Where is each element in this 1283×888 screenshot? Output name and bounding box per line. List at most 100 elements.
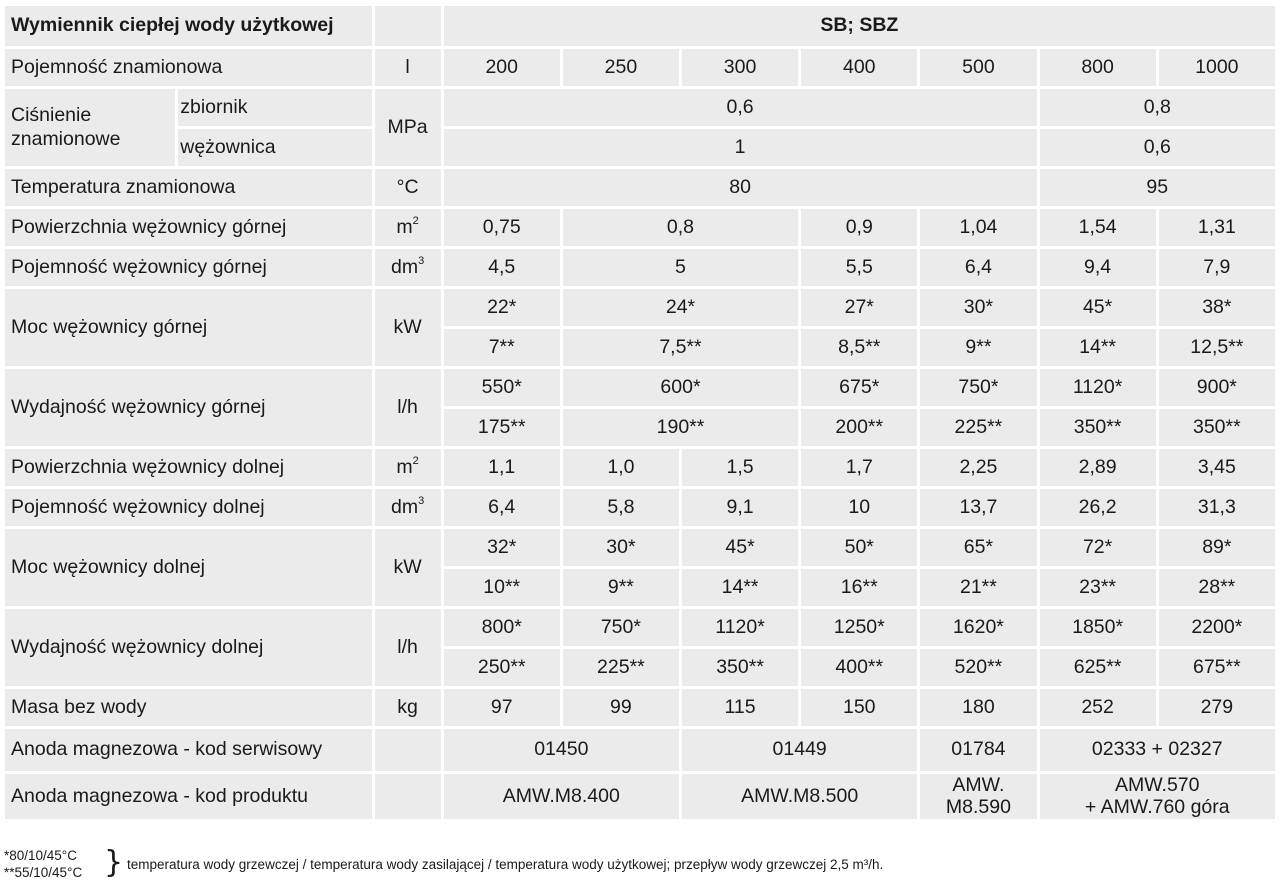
row-label: Pojemność wężownicy dolnej — [5, 489, 372, 526]
cell-value: 3,45 — [1158, 449, 1275, 486]
table-row: 10** 9** 14** 16** 21** 23** 28** — [5, 569, 1275, 606]
brace-icon: } — [104, 845, 124, 880]
row-unit: °C — [374, 169, 441, 206]
footnote-2: **55/10/45°C — [4, 865, 83, 880]
unit-base: dm — [390, 255, 419, 278]
cell-value: 200** — [801, 409, 918, 446]
cell-value: 180 — [920, 689, 1037, 726]
table-title: Wymiennik ciepłej wody użytkowej — [5, 6, 372, 46]
table-row: Powierzchnia wężownicy dolnej m2 1,1 1,0… — [5, 449, 1275, 486]
row-label: Ciśnienie znamionowe — [5, 89, 176, 166]
cell-line: AMW.570 — [1114, 774, 1200, 796]
cell-value: 6,4 — [443, 489, 560, 526]
cell-value: 600* — [562, 369, 799, 406]
cell-value: 27* — [801, 289, 918, 326]
cell-value: 50* — [801, 529, 918, 566]
row-unit: l — [374, 49, 441, 86]
unit-base: m — [396, 215, 413, 238]
table-row: 250** 225** 350** 400** 520** 625** 675*… — [5, 649, 1275, 686]
cell-value: 500 — [920, 49, 1037, 86]
cell-value: 97 — [443, 689, 560, 726]
cell-value: AMW.M8.400 — [443, 774, 679, 819]
cell-value: 190** — [562, 409, 799, 446]
unit-superscript: 3 — [418, 494, 425, 507]
cell-value: 80 — [443, 169, 1037, 206]
cell-value: 99 — [562, 689, 679, 726]
cell-value: 675** — [1158, 649, 1275, 686]
cell-value: 31,3 — [1158, 489, 1275, 526]
row-unit: kW — [374, 529, 441, 606]
cell-value: 2,89 — [1039, 449, 1156, 486]
cell-value: 400** — [801, 649, 918, 686]
cell-value: 01784 — [920, 729, 1037, 771]
cell-value: 72* — [1039, 529, 1156, 566]
table-row: Pojemność wężownicy dolnej dm3 6,4 5,8 9… — [5, 489, 1275, 526]
unit-base: m — [396, 455, 413, 478]
table-row: Moc wężownicy górnej kW 22* 24* 27* 30* … — [5, 289, 1275, 366]
cell-value: 9,4 — [1039, 249, 1156, 286]
cell-value: 1,04 — [920, 209, 1037, 246]
cell-line: + AMW.760 góra — [1084, 796, 1230, 819]
cell-value: 16** — [801, 569, 918, 606]
row-unit: m2 — [374, 449, 441, 486]
cell-value: 30* — [920, 289, 1037, 326]
cell-value: 625** — [1039, 649, 1156, 686]
footnotes: *80/10/45°C **55/10/45°C } temperatura w… — [4, 847, 1274, 885]
cell-value: 150 — [801, 689, 918, 726]
cell-value: 252 — [1039, 689, 1156, 726]
cell-value: 1,1 — [443, 449, 560, 486]
cell-value: 225** — [920, 409, 1037, 446]
cell-value: 9,1 — [681, 489, 799, 526]
cell-value: 1850* — [1039, 609, 1156, 646]
cell-value: 1120* — [1039, 369, 1156, 406]
cell-value: 300 — [681, 49, 799, 86]
cell-value: 7** — [443, 329, 560, 366]
cell-value: 750* — [562, 609, 679, 646]
cell-value: 350** — [1158, 409, 1275, 446]
cell-line: AMW. — [952, 774, 1005, 796]
cell-value: 9** — [562, 569, 679, 606]
cell-value: 0,6 — [443, 89, 1037, 126]
cell-value: 675* — [801, 369, 918, 406]
cell-value: 279 — [1158, 689, 1275, 726]
cell-value: 1620* — [920, 609, 1037, 646]
row-label: Anoda magnezowa - kod produktu — [5, 774, 372, 819]
cell-value: 800* — [443, 609, 560, 646]
table-row: Moc wężownicy dolnej kW 32* 30* 45* 50* … — [5, 529, 1275, 606]
row-label: Pojemność znamionowa — [5, 49, 372, 86]
cell-line: M8.590 — [945, 796, 1011, 819]
cell-value: 8,5** — [801, 329, 918, 366]
table-row: Pojemność znamionowa l 200 250 300 400 5… — [5, 49, 1275, 86]
row-label: Moc wężownicy górnej — [5, 289, 372, 366]
cell-value: 32* — [443, 529, 560, 566]
cell-value: 1000 — [1158, 49, 1275, 86]
cell-value: 10 — [801, 489, 918, 526]
table-row: Wydajność wężownicy górnej l/h 550* 600*… — [5, 369, 1275, 446]
cell-value: AMW.M8.500 — [681, 774, 918, 819]
cell-value: 4,5 — [443, 249, 560, 286]
row-label: Wydajność wężownicy górnej — [5, 369, 372, 446]
unit-superscript: 3 — [418, 254, 425, 267]
row-unit: m2 — [374, 209, 441, 246]
cell-value: 5,5 — [801, 249, 918, 286]
cell-value: 0,8 — [562, 209, 799, 246]
cell-value: 5 — [562, 249, 799, 286]
sub-label: zbiornik — [178, 89, 372, 126]
row-label: Temperatura znamionowa — [5, 169, 372, 206]
cell-value: 200 — [443, 49, 560, 86]
cell-value: 6,4 — [920, 249, 1037, 286]
cell-value: 95 — [1039, 169, 1275, 206]
cell-value: 01449 — [681, 729, 918, 771]
row-label: Pojemność wężownicy górnej — [5, 249, 372, 286]
cell-value: 250 — [562, 49, 679, 86]
footnote-1: *80/10/45°C — [4, 848, 77, 863]
row-unit: dm3 — [374, 249, 441, 286]
table-row: Wydajność wężownicy dolnej l/h 800* 750*… — [5, 609, 1275, 686]
cell-value: 38* — [1158, 289, 1275, 326]
cell-value: 0,8 — [1039, 89, 1275, 126]
table-row: Masa bez wody kg 97 99 115 150 180 252 2… — [5, 689, 1275, 726]
footnote-text: temperatura wody grzewczej / temperatura… — [127, 857, 884, 872]
row-label: Masa bez wody — [5, 689, 372, 726]
row-unit — [374, 729, 441, 771]
cell-value: 23** — [1039, 569, 1156, 606]
